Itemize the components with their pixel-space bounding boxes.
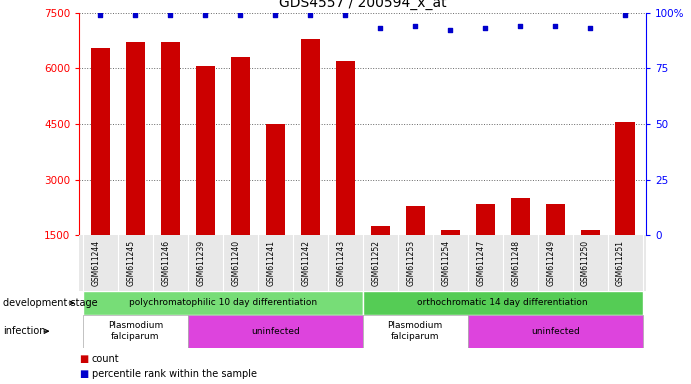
Text: GSM611245: GSM611245 [126,240,135,286]
Bar [231,57,250,235]
Point [269,12,281,18]
Point [375,25,386,31]
Text: GSM611249: GSM611249 [546,240,555,286]
Bar [580,230,600,235]
Bar [475,204,495,235]
Text: GSM611253: GSM611253 [406,240,415,286]
Title: GDS4557 / 200594_x_at: GDS4557 / 200594_x_at [279,0,446,10]
Text: development stage: development stage [3,298,98,308]
Point [235,12,246,18]
Point [340,12,351,18]
Text: GSM611254: GSM611254 [442,240,451,286]
Text: orthochromatic 14 day differentiation: orthochromatic 14 day differentiation [417,298,588,308]
Bar [161,42,180,235]
Point [585,25,596,31]
Text: ■: ■ [79,354,88,364]
Text: uninfected: uninfected [531,327,580,336]
Text: GSM611247: GSM611247 [476,240,485,286]
Bar [196,66,215,235]
Bar [370,226,390,235]
Point [620,12,631,18]
Point [480,25,491,31]
Bar [91,48,110,235]
Bar [468,315,643,348]
Text: GSM611240: GSM611240 [231,240,240,286]
Bar [406,206,425,235]
Bar [266,124,285,235]
Bar [188,315,363,348]
Text: polychromatophilic 10 day differentiation: polychromatophilic 10 day differentiatio… [129,298,317,308]
Text: GSM611248: GSM611248 [511,240,520,286]
Text: Plasmodium
falciparum: Plasmodium falciparum [388,321,443,341]
Bar [301,39,320,235]
Point [130,12,141,18]
Bar [441,230,460,235]
Text: GSM611241: GSM611241 [266,240,275,286]
Text: GSM611252: GSM611252 [371,240,380,286]
Text: GSM611246: GSM611246 [162,240,171,286]
Point [515,23,526,29]
Point [410,23,421,29]
Text: uninfected: uninfected [251,327,300,336]
Text: infection: infection [3,326,46,336]
Text: count: count [92,354,120,364]
Bar [616,122,635,235]
Bar [83,315,188,348]
Bar [336,61,355,235]
Bar [83,291,363,315]
Point [200,12,211,18]
Point [445,27,456,33]
Bar [363,315,468,348]
Text: GSM611242: GSM611242 [301,240,310,286]
Text: GSM611244: GSM611244 [91,240,100,286]
Point [95,12,106,18]
Bar [511,198,530,235]
Bar [545,204,565,235]
Text: GSM611250: GSM611250 [581,240,590,286]
Text: ■: ■ [79,369,88,379]
Text: percentile rank within the sample: percentile rank within the sample [92,369,257,379]
Text: GSM611239: GSM611239 [196,240,205,286]
Point [165,12,176,18]
Text: Plasmodium
falciparum: Plasmodium falciparum [108,321,163,341]
Bar [363,291,643,315]
Text: GSM611243: GSM611243 [337,240,346,286]
Bar [126,42,145,235]
Point [305,12,316,18]
Point [549,23,560,29]
Text: GSM611251: GSM611251 [616,240,625,286]
